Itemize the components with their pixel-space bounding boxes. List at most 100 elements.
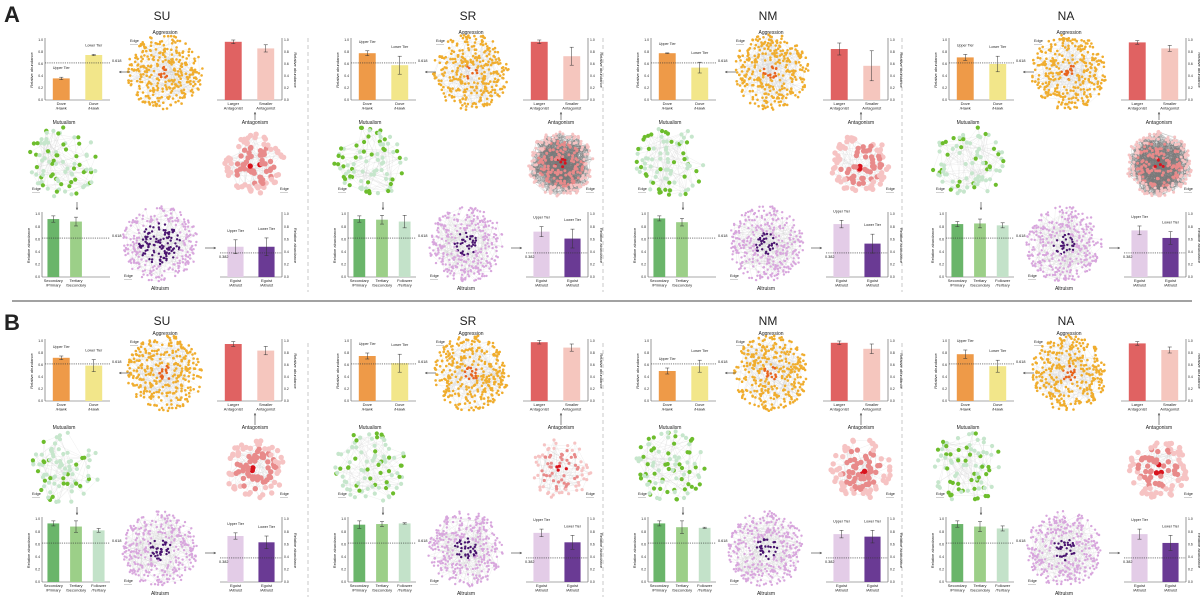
aggression-node bbox=[1066, 58, 1070, 62]
aggression-node bbox=[778, 78, 782, 82]
aggression-node bbox=[433, 77, 437, 80]
antagonism-node bbox=[1162, 181, 1166, 185]
altruism-node bbox=[165, 541, 168, 544]
altruism-node bbox=[442, 252, 445, 255]
antagonism-node bbox=[537, 161, 541, 165]
aggression-node bbox=[156, 63, 160, 67]
altruism-node bbox=[149, 269, 152, 272]
aggression-node bbox=[174, 41, 177, 44]
aggression-node bbox=[176, 39, 179, 43]
altruism-node bbox=[150, 230, 154, 233]
aggression-node bbox=[171, 374, 175, 378]
mutualism-node bbox=[40, 183, 46, 188]
altruism-node bbox=[1067, 265, 1070, 268]
aggression-node bbox=[485, 89, 488, 92]
altruism-node bbox=[1073, 225, 1076, 228]
altruism-node bbox=[748, 246, 751, 250]
aggression-node bbox=[144, 351, 148, 354]
antagonism-node bbox=[578, 183, 582, 187]
y-tick-label: 0.0 bbox=[939, 275, 944, 279]
aggression-node bbox=[181, 55, 185, 59]
altruism-node bbox=[188, 558, 191, 561]
aggression-node bbox=[132, 357, 136, 360]
aggression-node bbox=[487, 60, 490, 63]
mutualism-node bbox=[362, 139, 367, 145]
altruism-node bbox=[1058, 210, 1061, 213]
aggression-node bbox=[160, 399, 163, 402]
mutualism-node bbox=[42, 141, 47, 146]
mutualism-node bbox=[663, 167, 669, 172]
altruism-node bbox=[149, 225, 152, 228]
aggression-node bbox=[450, 79, 454, 82]
antagonism-node bbox=[278, 152, 284, 158]
aggression-node bbox=[465, 105, 468, 108]
altruism-node bbox=[1040, 213, 1043, 216]
aggression-node bbox=[178, 404, 181, 408]
tier-label: Lower Tier bbox=[258, 525, 276, 529]
aggression-node bbox=[776, 47, 780, 50]
altruism-node bbox=[756, 253, 759, 257]
aggression-node bbox=[188, 75, 191, 79]
aggression-node bbox=[141, 353, 144, 357]
altruism-node bbox=[176, 271, 180, 274]
aggression-node bbox=[780, 87, 784, 90]
aggression-node bbox=[174, 73, 178, 76]
antagonism-node bbox=[248, 169, 254, 175]
antagonism-node bbox=[269, 444, 275, 451]
aggression-node bbox=[498, 94, 501, 98]
aggression-node bbox=[505, 80, 508, 84]
aggression-node bbox=[1047, 90, 1050, 94]
threshold-label: 0.382 bbox=[1123, 255, 1133, 259]
antagonism-node bbox=[1171, 175, 1175, 179]
altruism-node bbox=[462, 260, 466, 263]
aggression-node bbox=[751, 38, 754, 42]
aggression-node bbox=[178, 354, 182, 358]
mutualism-node bbox=[34, 172, 39, 177]
threshold-label: 0.618 bbox=[112, 59, 122, 63]
altruism-node bbox=[775, 219, 778, 222]
altruism-node bbox=[1045, 237, 1048, 240]
aggression-node bbox=[786, 57, 789, 60]
aggression-node bbox=[178, 67, 182, 71]
altruism-node bbox=[761, 234, 764, 237]
antagonism-node bbox=[868, 143, 874, 149]
altruism-node bbox=[1047, 214, 1050, 217]
antagonism-node bbox=[569, 191, 572, 195]
mutualism-node bbox=[1000, 164, 1005, 169]
aggression-node bbox=[735, 71, 739, 74]
aggression-node bbox=[155, 376, 159, 380]
altruism-node bbox=[154, 240, 158, 243]
antagonism-node bbox=[257, 152, 263, 158]
y-axis-label: Relative abundance bbox=[293, 353, 298, 389]
aggression-node bbox=[1079, 49, 1082, 53]
antagonism-node bbox=[1175, 139, 1178, 143]
aggression-node bbox=[135, 55, 138, 59]
altruism-node bbox=[1067, 232, 1070, 236]
aggression-node bbox=[194, 82, 197, 86]
altruism-node bbox=[1074, 229, 1077, 232]
antagonism-node bbox=[1136, 181, 1140, 184]
aggression-node bbox=[1056, 83, 1059, 87]
aggression-node bbox=[1057, 91, 1061, 94]
aggression-node bbox=[1096, 63, 1100, 66]
mutualism-node bbox=[74, 462, 79, 467]
altruism-node bbox=[185, 268, 188, 271]
error-bar bbox=[1000, 222, 1005, 229]
edge-legend-label: Edge bbox=[936, 187, 945, 191]
altruism-node bbox=[155, 510, 158, 513]
y-tick-label: 0.6 bbox=[641, 237, 646, 241]
antagonism-node bbox=[876, 148, 883, 155]
altruism-node bbox=[1059, 230, 1062, 233]
altruism-node bbox=[474, 236, 477, 240]
altruism-node bbox=[131, 267, 134, 271]
mutualism-node bbox=[931, 167, 936, 173]
aggression-node bbox=[143, 347, 147, 351]
altruism-node bbox=[154, 520, 157, 524]
antagonism-node bbox=[1173, 135, 1177, 139]
aggression-node bbox=[170, 42, 174, 45]
altruism-node bbox=[781, 263, 784, 266]
aggression-node bbox=[170, 53, 174, 56]
aggression-node bbox=[800, 68, 804, 72]
altruism-node bbox=[130, 557, 133, 560]
